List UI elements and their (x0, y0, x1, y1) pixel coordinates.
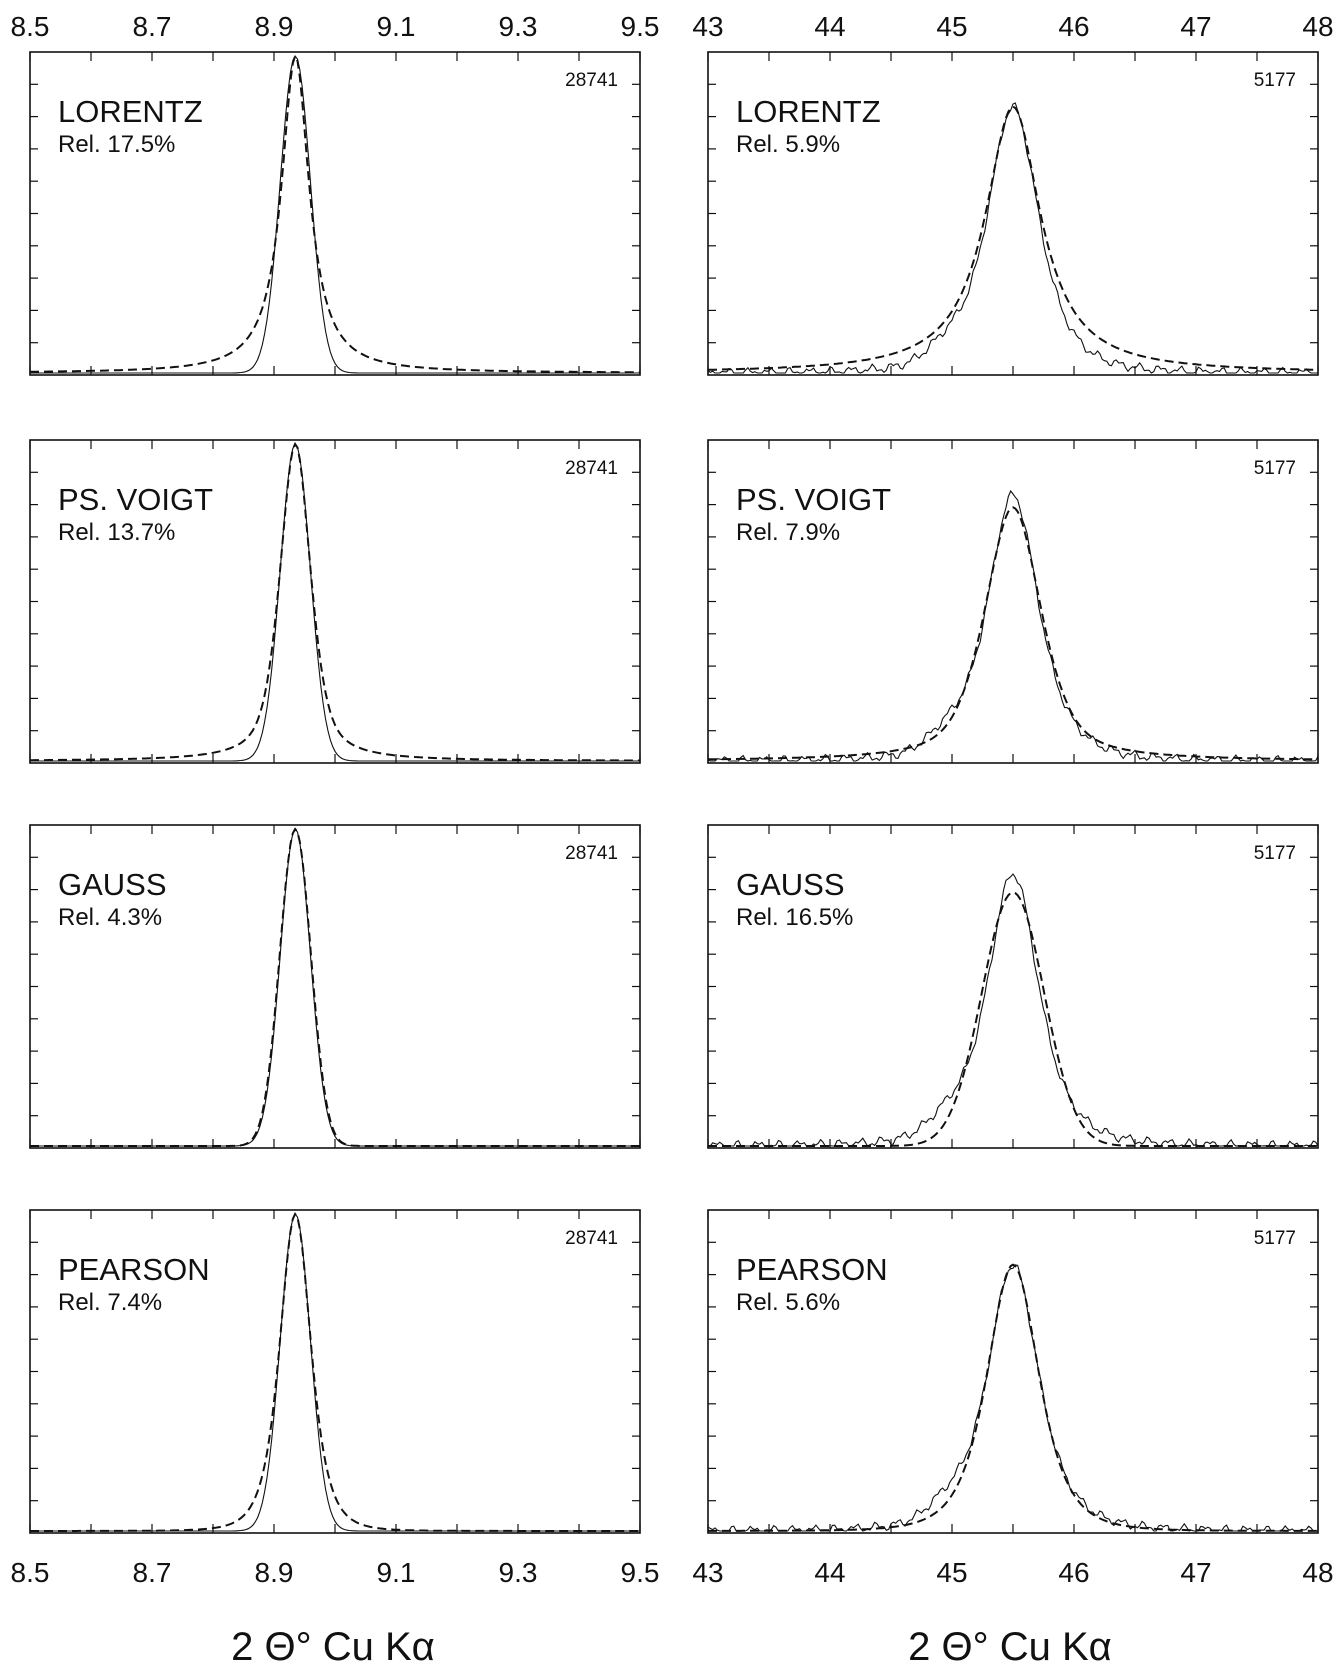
fitted-profile-line (30, 1211, 640, 1532)
bottom-tick-label: 8.5 (11, 1557, 50, 1588)
bottom-tick-label: 9.3 (499, 1557, 538, 1588)
bottom-tick-label: 45 (936, 1557, 967, 1588)
bottom-tick-label: 9.5 (621, 1557, 660, 1588)
top-tick-label: 8.5 (11, 11, 50, 42)
relative-error-label: Rel. 13.7% (58, 519, 175, 546)
fitted-profile-line (708, 891, 1318, 1147)
fitted-profile-line (30, 53, 641, 374)
fit-function-label: GAUSS (58, 867, 167, 902)
peak-count-label: 5177 (1254, 458, 1296, 479)
fit-function-label: LORENTZ (58, 94, 203, 129)
bottom-tick-label: 44 (814, 1557, 845, 1588)
fit-function-label: PEARSON (736, 1252, 888, 1287)
axes-layer: 8.5 8.5 8.7 8.7 8.9 8.9 9.1 9.1 9.3 9.3 9.5 9.5 43 43… (11, 11, 1334, 1588)
relative-error-label: Rel. 7.4% (58, 1289, 162, 1316)
bottom-tick-label: 9.1 (377, 1557, 416, 1588)
fitted-profile-line (708, 506, 1318, 761)
peak-count-label: 5177 (1254, 843, 1296, 864)
peak-count-label: 28741 (565, 458, 618, 479)
bottom-tick-label: 8.7 (133, 1557, 172, 1588)
fit-function-label: PS. VOIGT (736, 482, 891, 517)
measured-profile-line (30, 54, 640, 374)
fit-function-label: PS. VOIGT (58, 482, 213, 517)
relative-error-label: Rel. 4.3% (58, 904, 162, 931)
top-tick-label: 9.5 (621, 11, 660, 42)
relative-error-label: Rel. 16.5% (736, 904, 853, 931)
relative-error-label: Rel. 5.9% (736, 131, 840, 158)
bottom-tick-label: 48 (1302, 1557, 1333, 1588)
fitted-profile-line (708, 1263, 1318, 1532)
top-tick-label: 8.7 (133, 11, 172, 42)
top-tick-label: 9.3 (499, 11, 538, 42)
relative-error-label: Rel. 17.5% (58, 131, 175, 158)
x-axis-label-right: 2 Θ° Cu Kα (908, 1625, 1112, 1669)
bottom-tick-label: 8.9 (255, 1557, 294, 1588)
bottom-tick-label: 46 (1058, 1557, 1089, 1588)
peak-count-label: 5177 (1254, 1228, 1296, 1249)
peak-count-label: 28741 (565, 1228, 618, 1249)
fitted-profile-line (30, 827, 640, 1147)
fit-function-label: PEARSON (58, 1252, 210, 1287)
top-tick-label: 46 (1058, 11, 1089, 42)
x-axis-label-left: 2 Θ° Cu Kα (231, 1625, 435, 1669)
peak-count-label: 5177 (1254, 70, 1296, 91)
top-tick-label: 48 (1302, 11, 1333, 42)
bottom-tick-label: 47 (1180, 1557, 1211, 1588)
fitted-profile-line (708, 105, 1318, 371)
peak-count-label: 28741 (565, 843, 618, 864)
relative-error-label: Rel. 5.6% (736, 1289, 840, 1316)
measured-profile-line (707, 102, 1318, 374)
fit-function-label: GAUSS (736, 867, 845, 902)
relative-error-label: Rel. 7.9% (736, 519, 840, 546)
fitted-profile-line (30, 441, 640, 762)
top-tick-label: 45 (936, 11, 967, 42)
measured-profile-line (30, 442, 640, 762)
top-tick-label: 47 (1180, 11, 1211, 42)
top-tick-label: 9.1 (377, 11, 416, 42)
top-tick-label: 43 (692, 11, 723, 42)
peak-count-label: 28741 (565, 70, 618, 91)
fit-function-label: LORENTZ (736, 94, 881, 129)
top-tick-label: 44 (814, 11, 845, 42)
top-tick-label: 8.9 (255, 11, 294, 42)
bottom-tick-label: 43 (692, 1557, 723, 1588)
